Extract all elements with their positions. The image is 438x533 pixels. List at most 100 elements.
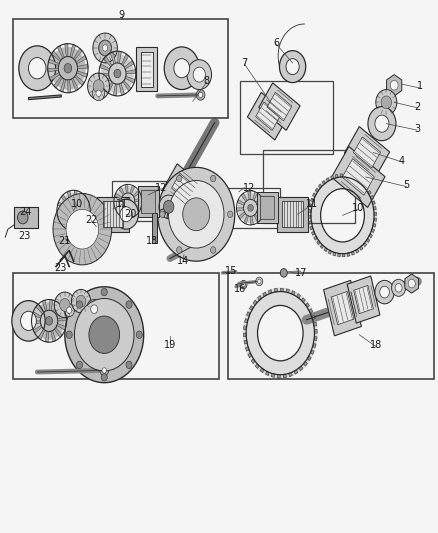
Polygon shape [251,359,255,364]
Circle shape [88,73,110,100]
Polygon shape [308,209,311,213]
Circle shape [258,279,261,284]
Polygon shape [267,92,292,121]
Polygon shape [103,56,112,67]
Polygon shape [280,288,283,292]
Bar [283,201,303,227]
Text: 1: 1 [417,82,423,91]
Circle shape [114,199,138,229]
Polygon shape [371,229,374,232]
Circle shape [99,40,112,56]
Polygon shape [311,350,314,354]
Circle shape [286,59,299,75]
Polygon shape [77,71,88,78]
Polygon shape [326,177,329,182]
Polygon shape [307,356,311,361]
Circle shape [60,193,88,228]
Polygon shape [294,370,298,374]
Circle shape [120,207,132,222]
Polygon shape [372,201,375,205]
Text: 4: 4 [399,156,405,166]
Polygon shape [405,274,419,293]
Circle shape [92,86,105,101]
Polygon shape [61,195,69,204]
Text: 11: 11 [306,199,318,208]
Text: 24: 24 [19,207,32,217]
Circle shape [54,292,75,318]
Polygon shape [331,175,334,180]
Text: 16: 16 [234,284,246,294]
Polygon shape [244,326,247,330]
Circle shape [93,79,104,93]
Text: 13: 13 [146,236,159,246]
Polygon shape [70,44,76,58]
Polygon shape [70,220,73,231]
Polygon shape [51,330,56,342]
Polygon shape [121,54,129,65]
Circle shape [18,211,28,224]
Polygon shape [309,309,313,313]
Bar [141,190,155,213]
Text: 2: 2 [414,102,420,111]
Polygon shape [251,216,254,225]
Text: 23: 23 [54,263,67,272]
Circle shape [169,181,224,248]
Polygon shape [28,95,61,100]
Polygon shape [163,164,205,212]
Polygon shape [125,76,135,83]
Polygon shape [286,289,290,293]
Text: 3: 3 [414,124,420,134]
Polygon shape [289,373,292,377]
Polygon shape [241,193,247,201]
Polygon shape [244,340,247,344]
Polygon shape [128,210,131,219]
Circle shape [163,200,174,213]
Polygon shape [100,64,110,71]
Polygon shape [114,201,121,205]
Polygon shape [360,246,363,250]
Polygon shape [118,51,121,63]
Polygon shape [67,191,72,201]
Bar [112,181,166,221]
Circle shape [196,90,205,100]
Polygon shape [368,190,371,195]
Circle shape [259,307,302,359]
Polygon shape [370,196,374,199]
Circle shape [211,247,216,253]
Polygon shape [363,243,367,247]
Polygon shape [130,185,135,194]
Circle shape [66,331,72,338]
Polygon shape [126,70,136,74]
Polygon shape [347,253,350,256]
Circle shape [248,205,253,211]
Polygon shape [328,250,332,254]
Polygon shape [314,329,317,333]
Polygon shape [248,353,252,358]
Polygon shape [354,285,373,314]
Circle shape [164,47,199,90]
Text: 12: 12 [243,183,255,192]
Polygon shape [113,84,117,96]
Circle shape [102,54,133,93]
Circle shape [279,51,306,83]
Polygon shape [110,52,116,64]
Polygon shape [256,197,263,204]
Polygon shape [116,206,123,213]
Text: 14: 14 [177,256,189,266]
Polygon shape [172,173,196,202]
Polygon shape [53,77,62,88]
Polygon shape [313,343,316,348]
Circle shape [99,41,111,55]
Polygon shape [57,202,67,208]
Polygon shape [254,214,260,223]
Polygon shape [59,215,67,222]
Circle shape [67,307,72,313]
Polygon shape [238,212,245,219]
Text: 9: 9 [119,10,125,20]
Polygon shape [133,190,140,197]
Polygon shape [38,329,45,340]
Circle shape [65,287,144,383]
Polygon shape [277,375,280,378]
Circle shape [136,331,142,338]
Text: 21: 21 [59,236,71,246]
